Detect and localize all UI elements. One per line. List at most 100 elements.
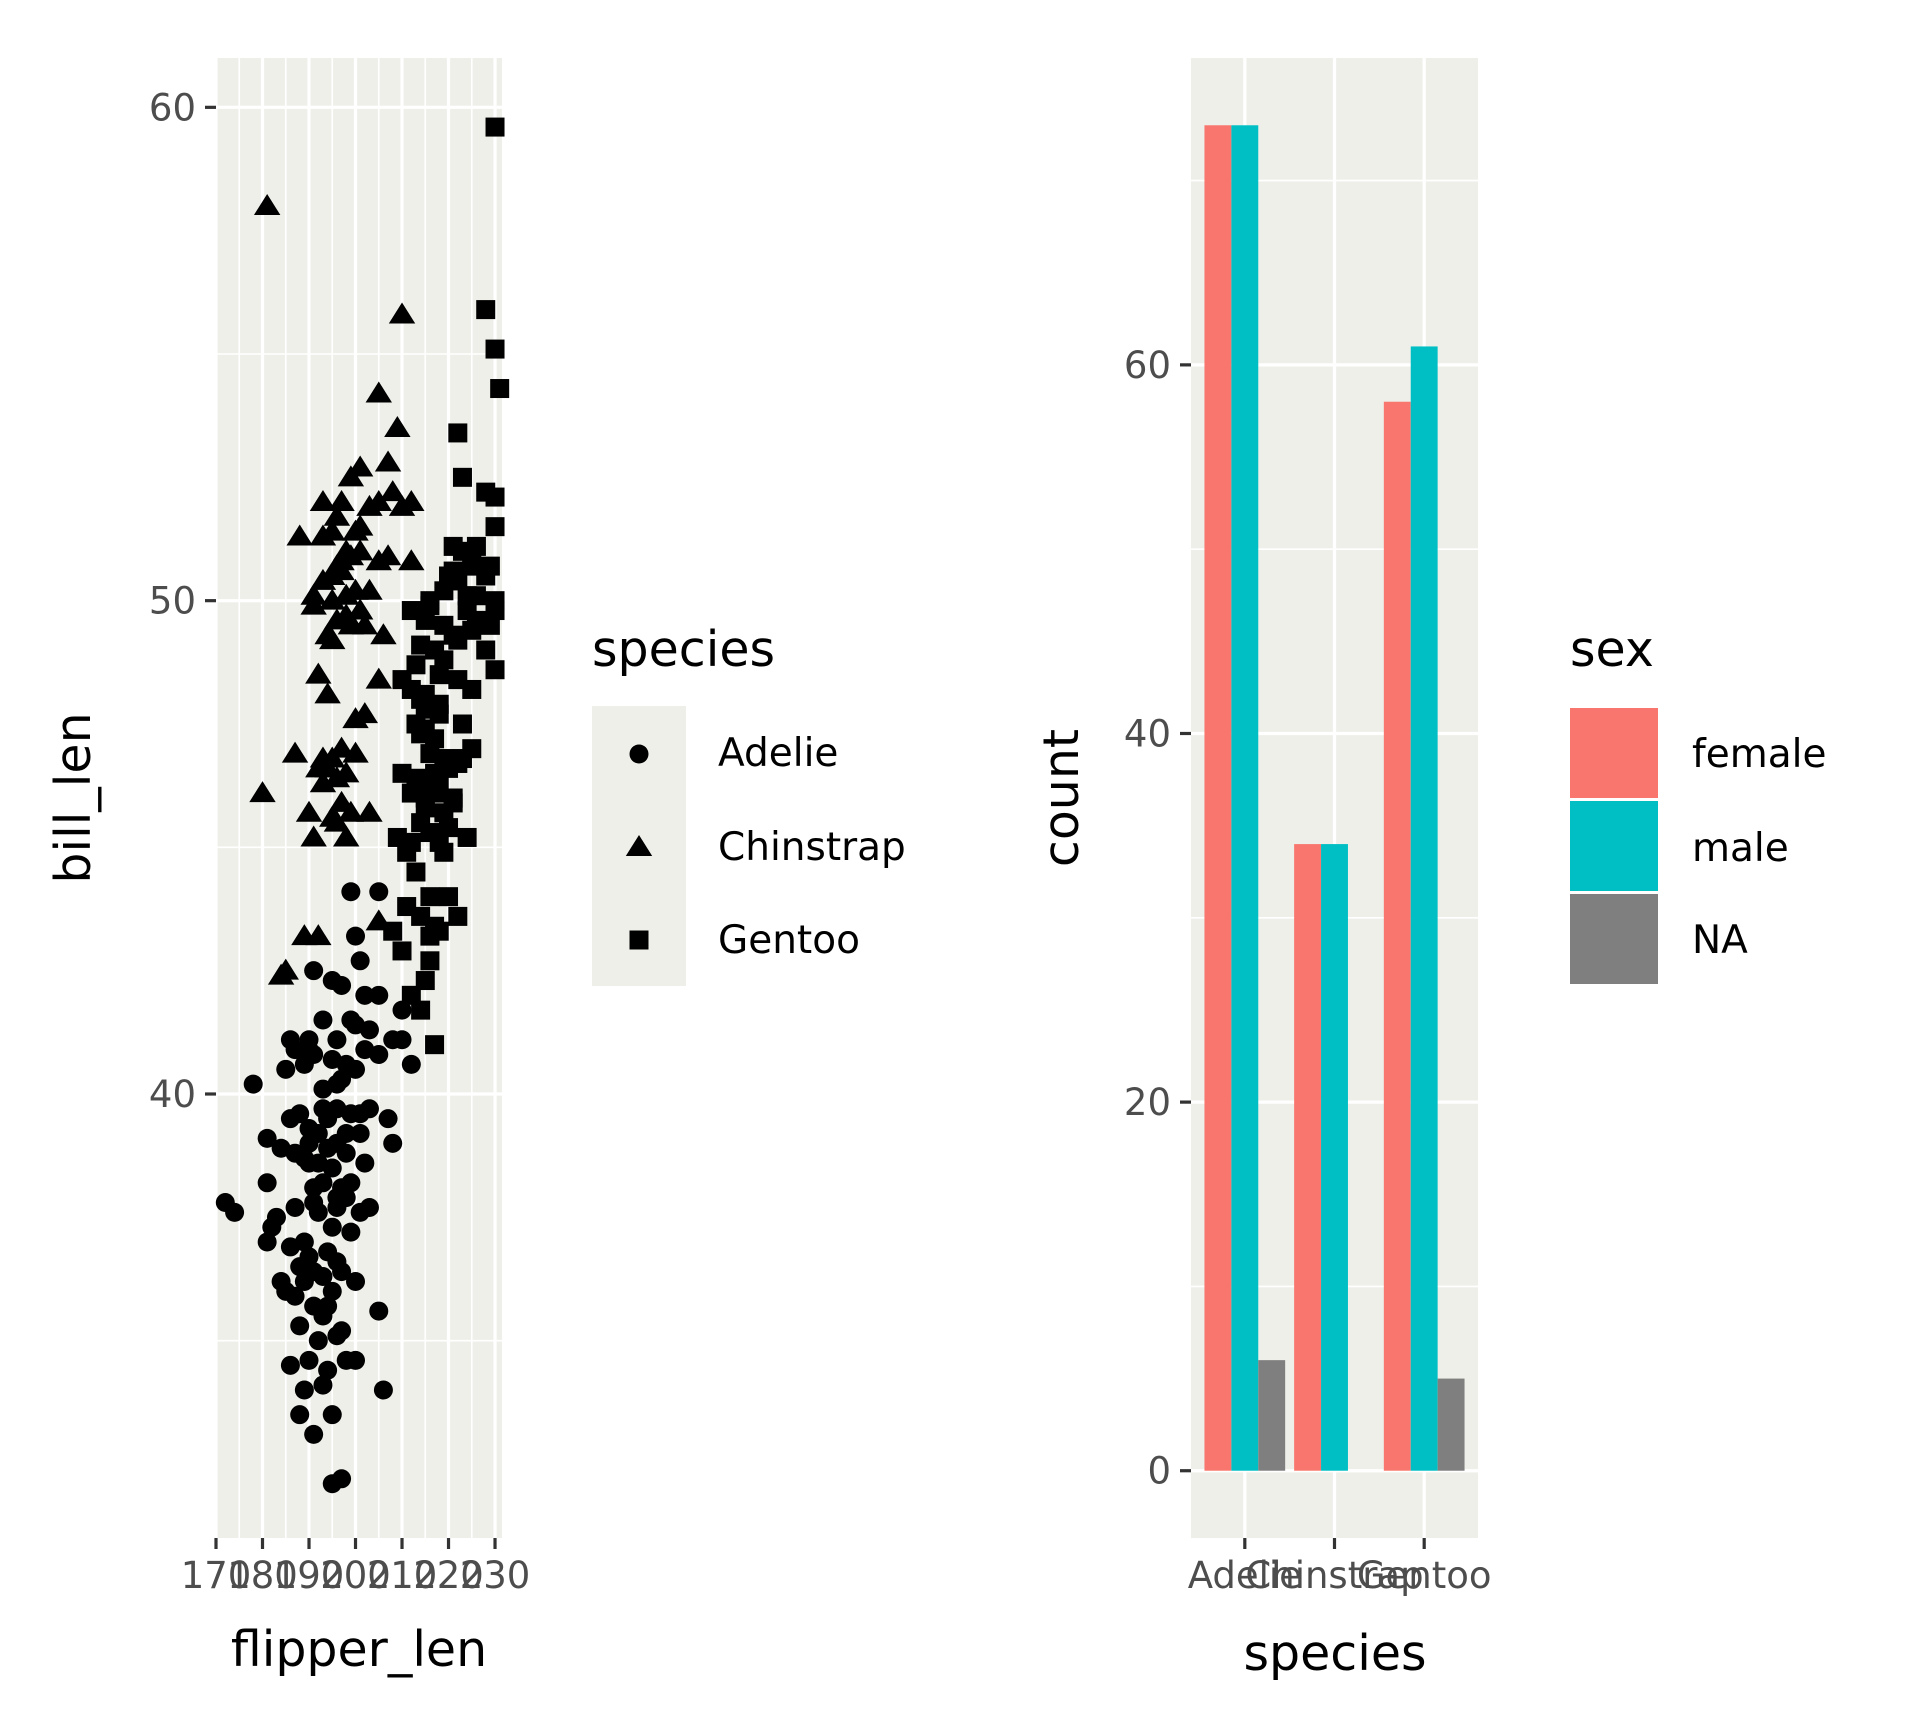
bar-legend-label-female: female	[1692, 732, 1826, 777]
scatter-point-adelie	[266, 1207, 286, 1227]
scatter-legend-key-gentoo	[629, 930, 649, 950]
scatter-y-tick-label: 60	[149, 86, 196, 129]
scatter-point-gentoo	[448, 906, 468, 926]
scatter-point-adelie	[378, 1109, 398, 1129]
scatter-point-gentoo	[429, 921, 449, 941]
scatter-point-adelie	[290, 1104, 310, 1124]
scatter-point-adelie	[308, 1202, 328, 1222]
scatter-point-gentoo	[401, 985, 421, 1005]
scatter-point-adelie	[313, 1375, 333, 1395]
bar-chinstrap-female	[1294, 844, 1322, 1471]
scatter-legend-title: species	[592, 621, 775, 678]
scatter-point-adelie	[346, 926, 366, 946]
scatter-point-chinstrap	[342, 741, 369, 763]
scatter-point-adelie	[350, 951, 370, 971]
scatter-point-chinstrap	[374, 450, 402, 472]
scatter-point-gentoo	[401, 832, 421, 852]
scatter-point-chinstrap	[365, 667, 392, 689]
scatter-x-tick-label: 230	[460, 1554, 531, 1597]
scatter-point-chinstrap	[388, 302, 416, 324]
scatter-point-chinstrap	[346, 598, 374, 620]
scatter-point-adelie	[369, 1045, 389, 1065]
scatter-point-chinstrap	[323, 504, 351, 526]
bar-y-axis-title: count	[1033, 729, 1090, 867]
bar-adelie-female	[1204, 125, 1232, 1471]
scatter-point-adelie	[225, 1202, 245, 1222]
scatter-point-gentoo	[439, 887, 459, 907]
scatter-point-chinstrap	[295, 800, 323, 822]
scatter-point-adelie	[332, 1469, 352, 1489]
scatter-point-gentoo	[448, 423, 468, 443]
scatter-points	[215, 117, 510, 1494]
scatter-point-gentoo	[425, 729, 445, 749]
scatter-point-adelie	[359, 1020, 379, 1040]
scatter-legend-label-adelie: Adelie	[718, 731, 838, 776]
scatter-point-adelie	[350, 1123, 370, 1143]
bar-bars	[1204, 125, 1465, 1471]
scatter-point-gentoo	[462, 556, 482, 576]
scatter-point-gentoo	[420, 951, 440, 971]
scatter-x-tick-label: 200	[320, 1554, 391, 1597]
scatter-point-adelie	[369, 882, 389, 902]
bar-gentoo-male	[1410, 346, 1438, 1471]
scatter-point-adelie	[341, 1222, 361, 1242]
scatter-point-adelie	[318, 1296, 338, 1316]
bar-legend-key-male	[1570, 801, 1658, 891]
scatter-point-adelie	[290, 1405, 310, 1425]
bar-legend: sex female male NA	[1570, 621, 1826, 984]
scatter-point-chinstrap	[351, 613, 379, 635]
scatter-point-chinstrap	[398, 549, 425, 571]
scatter-legend-key-chinstrap	[625, 835, 653, 856]
scatter-point-gentoo	[429, 773, 449, 793]
scatter-point-chinstrap	[305, 662, 332, 684]
scatter-point-adelie	[355, 1153, 375, 1173]
scatter-point-gentoo	[434, 650, 454, 670]
bar-legend-key-female	[1570, 708, 1658, 798]
scatter-point-gentoo	[485, 117, 505, 137]
scatter-point-chinstrap	[319, 628, 346, 650]
bar-legend-label-male: male	[1692, 826, 1789, 871]
scatter-point-adelie	[285, 1040, 305, 1060]
bar-y-tick-label: 0	[1147, 1450, 1171, 1493]
scatter-y-axis-title: bill_len	[45, 712, 102, 883]
scatter-point-chinstrap	[272, 958, 299, 980]
scatter-point-adelie	[341, 882, 361, 902]
scatter-point-gentoo	[439, 818, 459, 838]
scatter-point-adelie	[383, 1133, 403, 1153]
scatter-point-gentoo	[490, 379, 510, 399]
scatter-point-adelie	[369, 985, 389, 1005]
scatter-point-adelie	[304, 1045, 324, 1065]
scatter-point-adelie	[332, 975, 352, 995]
scatter-point-chinstrap	[323, 810, 351, 832]
scatter-y-tick-label: 50	[149, 580, 196, 623]
scatter-point-adelie	[392, 1000, 412, 1020]
scatter-x-tick-label: 170	[181, 1554, 252, 1597]
scatter-point-adelie	[299, 1350, 319, 1370]
scatter-point-chinstrap	[300, 825, 327, 847]
scatter-point-chinstrap	[309, 490, 337, 511]
scatter-point-gentoo	[392, 941, 412, 961]
scatter-point-adelie	[359, 1197, 379, 1217]
bar-adelie-na	[1258, 1360, 1286, 1471]
bar-gentoo-female	[1383, 401, 1411, 1471]
scatter-point-chinstrap	[374, 544, 402, 566]
scatter-point-gentoo	[406, 655, 426, 675]
scatter-point-adelie	[322, 1405, 342, 1425]
scatter-point-adelie	[243, 1074, 263, 1094]
scatter-point-gentoo	[485, 487, 505, 507]
scatter-point-gentoo	[485, 339, 505, 359]
scatter-point-chinstrap	[323, 554, 351, 576]
scatter-point-adelie	[401, 1054, 421, 1074]
scatter-point-adelie	[373, 1380, 393, 1400]
scatter-point-adelie	[308, 1331, 328, 1351]
bar-gentoo-na	[1437, 1378, 1465, 1471]
bar-y-tick-label: 40	[1124, 712, 1171, 755]
scatter-point-chinstrap	[319, 519, 346, 541]
scatter-point-chinstrap	[249, 781, 276, 803]
scatter-point-adelie	[346, 1350, 366, 1370]
scatter-point-chinstrap	[379, 480, 406, 502]
